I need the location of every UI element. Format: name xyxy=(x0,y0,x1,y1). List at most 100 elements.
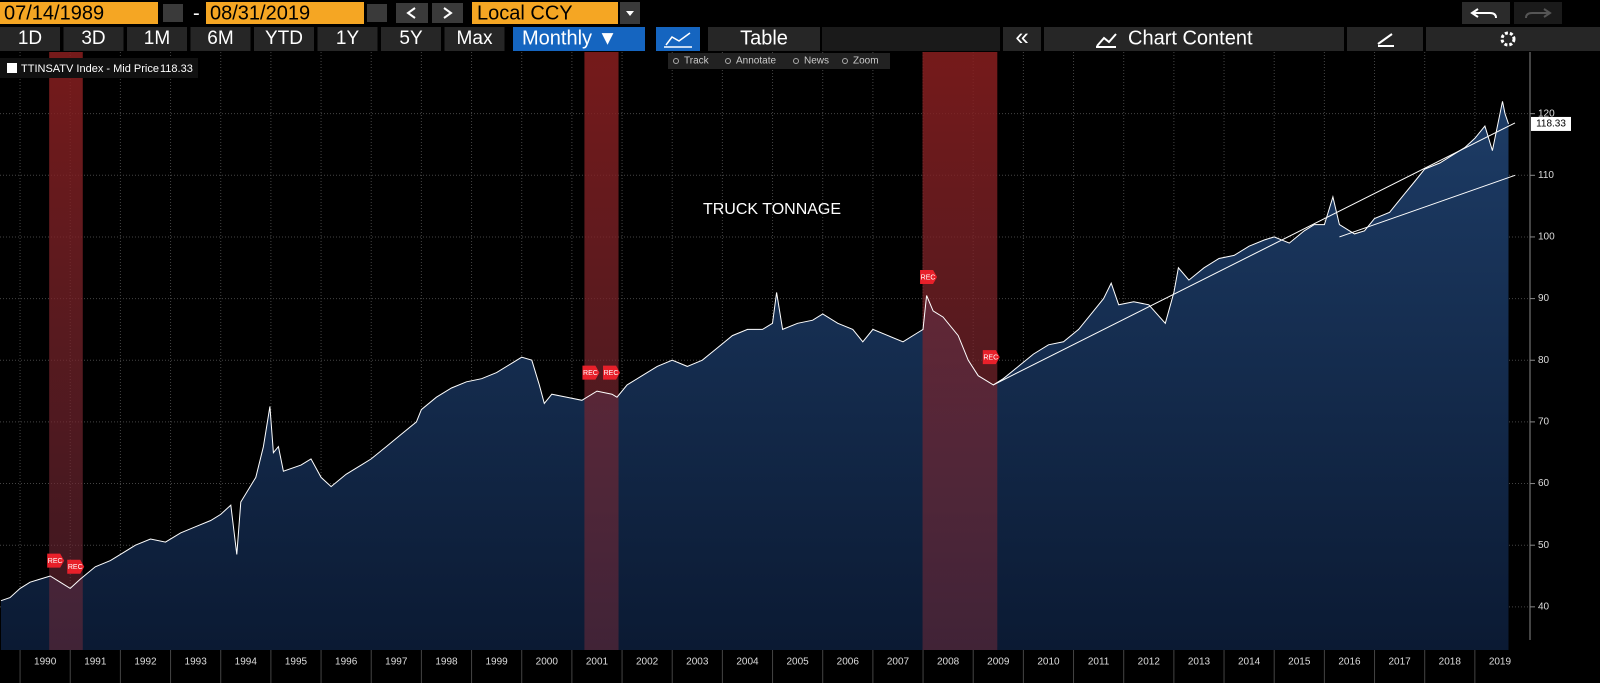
next-arrow xyxy=(443,7,453,19)
y-tick-label: 110 xyxy=(1538,170,1554,181)
rec-marker xyxy=(47,553,65,568)
undo-icon xyxy=(1470,8,1497,19)
right-axis-bg xyxy=(1530,52,1600,683)
range-button[interactable] xyxy=(190,27,251,51)
rec-label: REC xyxy=(68,564,83,571)
x-tick-label: 2007 xyxy=(887,657,910,668)
rec-marker xyxy=(582,365,600,380)
tool-icon xyxy=(673,58,679,64)
x-tick-label: 2008 xyxy=(937,657,960,668)
line-chart-icon xyxy=(664,32,692,48)
tool-icon xyxy=(842,58,848,64)
rec-marker xyxy=(982,350,1000,365)
tool-icon xyxy=(793,58,799,64)
y-tick-label: 100 xyxy=(1538,232,1555,243)
x-tick-label: 2001 xyxy=(586,657,609,668)
range-button[interactable] xyxy=(254,27,314,51)
range-label[interactable]: 1Y xyxy=(336,28,360,49)
edit-icon xyxy=(1377,33,1394,47)
tool-label[interactable]: News xyxy=(804,56,829,67)
frequency[interactable]: Monthly ▼ xyxy=(522,27,617,49)
x-tick-label: 2002 xyxy=(636,657,659,668)
chart-content-icon xyxy=(1096,33,1117,48)
range-label[interactable]: 1M xyxy=(144,28,170,49)
rec-marker xyxy=(603,365,621,380)
recession-band xyxy=(49,52,83,668)
chart-content-button[interactable] xyxy=(1044,27,1344,51)
y-tick-label: 120 xyxy=(1538,108,1555,119)
rec-marker xyxy=(67,559,85,574)
last-value-tag xyxy=(1531,116,1571,131)
chart-tools-bar xyxy=(668,53,890,69)
next-button[interactable] xyxy=(432,3,463,23)
x-axis-bg xyxy=(0,650,1530,683)
dropdown-arrow xyxy=(626,11,634,16)
chart-content-label[interactable]: Chart Content xyxy=(1128,27,1253,49)
x-tick-label: 1993 xyxy=(185,657,208,668)
legend-box xyxy=(0,58,198,78)
x-tick-label: 2019 xyxy=(1489,657,1512,668)
tool-icon xyxy=(725,58,731,64)
range-label[interactable]: 3D xyxy=(81,28,105,49)
range-label[interactable]: 5Y xyxy=(399,28,423,49)
calendar-icon[interactable] xyxy=(367,4,387,22)
trendline xyxy=(1339,174,1516,238)
collapse-button[interactable] xyxy=(1003,27,1041,51)
x-tick-label: 2017 xyxy=(1388,657,1411,668)
currency[interactable]: Local CCY xyxy=(477,2,573,24)
frequency-button[interactable] xyxy=(513,27,645,51)
recession-band xyxy=(584,52,619,668)
rec-label: REC xyxy=(983,355,998,362)
currency-box[interactable] xyxy=(472,2,618,24)
range-label[interactable]: YTD xyxy=(265,28,303,49)
x-tick-label: 1996 xyxy=(335,657,358,668)
tool-label[interactable]: Track xyxy=(684,56,710,67)
y-tick-label: 70 xyxy=(1538,417,1550,428)
x-tick-label: 1991 xyxy=(84,657,107,668)
redo-icon xyxy=(1525,8,1552,19)
start-date-box[interactable] xyxy=(0,2,158,24)
x-tick-label: 2004 xyxy=(736,657,759,668)
range-button[interactable] xyxy=(317,27,378,51)
x-tick-label: 2012 xyxy=(1138,657,1161,668)
collapse-label[interactable]: « xyxy=(1015,23,1028,50)
range-button[interactable] xyxy=(381,27,441,51)
range-button[interactable] xyxy=(63,27,124,51)
x-tick-label: 2006 xyxy=(837,657,860,668)
x-tick-label: 1998 xyxy=(435,657,458,668)
x-tick-label: 1994 xyxy=(235,657,258,668)
date-separator: - xyxy=(193,2,200,24)
calendar-icon[interactable] xyxy=(163,4,183,22)
x-tick-label: 1990 xyxy=(34,657,57,668)
table-label[interactable]: Table xyxy=(740,27,788,49)
y-tick-label: 90 xyxy=(1538,293,1550,304)
range-label[interactable]: Max xyxy=(457,28,493,49)
tool-label[interactable]: Annotate xyxy=(736,56,776,67)
trendline xyxy=(993,122,1516,386)
legend-swatch xyxy=(7,63,17,73)
range-label[interactable]: 6M xyxy=(207,28,233,49)
end-date-box[interactable] xyxy=(206,2,364,24)
y-tick-label: 60 xyxy=(1538,478,1550,489)
prev-button[interactable] xyxy=(396,3,428,23)
rec-label: REC xyxy=(583,370,598,377)
x-tick-label: 1995 xyxy=(285,657,308,668)
rec-label: REC xyxy=(604,370,619,377)
range-button[interactable] xyxy=(0,27,60,51)
range-button[interactable] xyxy=(444,27,505,51)
range-button[interactable] xyxy=(127,27,187,51)
x-tick-label: 1999 xyxy=(486,657,509,668)
y-tick-label: 40 xyxy=(1538,601,1550,612)
start-date[interactable]: 07/14/1989 xyxy=(4,2,104,24)
table-button[interactable] xyxy=(708,27,820,51)
x-tick-label: 2015 xyxy=(1288,657,1311,668)
y-tick-label: 80 xyxy=(1538,355,1550,366)
tool-label[interactable]: Zoom xyxy=(853,56,879,67)
rec-label: REC xyxy=(48,558,63,565)
range-label[interactable]: 1D xyxy=(18,28,42,49)
x-tick-label: 2018 xyxy=(1439,657,1462,668)
end-date[interactable]: 08/31/2019 xyxy=(210,2,310,24)
x-tick-label: 2010 xyxy=(1037,657,1060,668)
legend-label: TTINSATV Index - Mid Price xyxy=(21,63,159,75)
